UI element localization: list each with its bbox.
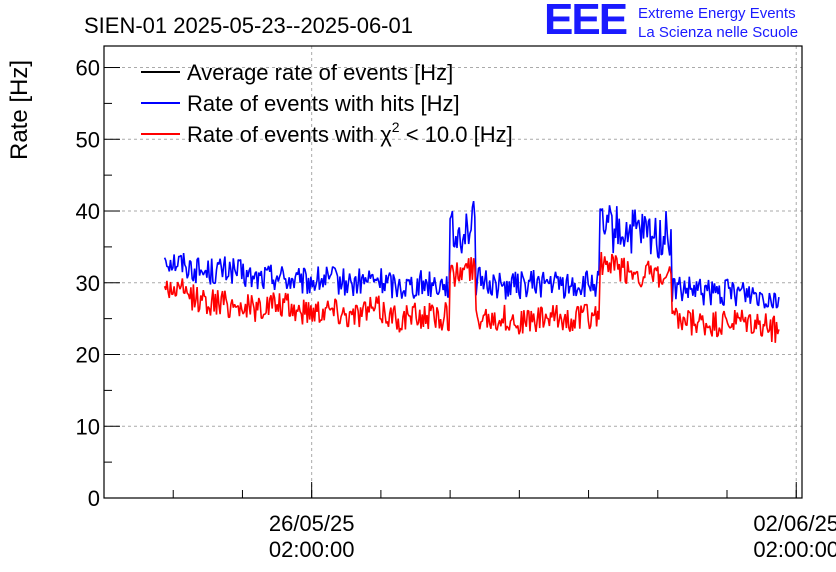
x-tick-date-label: 02/06/25 (753, 511, 836, 536)
logo-line-1: Extreme Energy Events (638, 5, 796, 22)
y-tick-label: 40 (76, 199, 100, 224)
legend: Average rate of events [Hz] Rate of event… (141, 60, 513, 147)
legend-label-part: 2 (392, 119, 400, 135)
eee-logo: EEE Extreme Energy Events La Scienza nel… (540, 0, 836, 46)
series-line (163, 200, 780, 309)
grid (104, 46, 802, 498)
y-tick-label: 0 (88, 486, 100, 511)
legend-label: Rate of events with χ2 < 10.0 [Hz] (187, 119, 513, 147)
legend-label-part: χ (380, 122, 392, 147)
legend-label: Rate of events with hits [Hz] (187, 91, 460, 116)
chart-title: SIEN-01 2025-05-23--2025-06-01 (84, 13, 413, 38)
y-axis: 0 10 20 30 40 50 60 (76, 56, 120, 511)
x-tick-time-label: 02:00:00 (753, 537, 836, 562)
y-tick-label: 10 (76, 414, 100, 439)
y-tick-label: 60 (76, 56, 100, 81)
series-layer (163, 200, 780, 343)
legend-label: Average rate of events [Hz] (187, 60, 453, 85)
y-tick-label: 20 (76, 343, 100, 368)
y-axis-label: Rate [Hz] (6, 60, 33, 160)
plot-frame (103, 45, 803, 499)
logo-line-2: La Scienza nelle Scuole (638, 24, 799, 41)
y-tick-label: 30 (76, 271, 100, 296)
eee-logo-mark: EEE (544, 0, 628, 44)
legend-label-part: < 10.0 [Hz] (400, 122, 513, 147)
x-tick-time-label: 02:00:00 (269, 537, 355, 562)
y-tick-label: 50 (76, 127, 100, 152)
series-line (163, 251, 780, 343)
x-tick-date-label: 26/05/25 (269, 511, 355, 536)
legend-label-part: Rate of events with (187, 122, 380, 147)
